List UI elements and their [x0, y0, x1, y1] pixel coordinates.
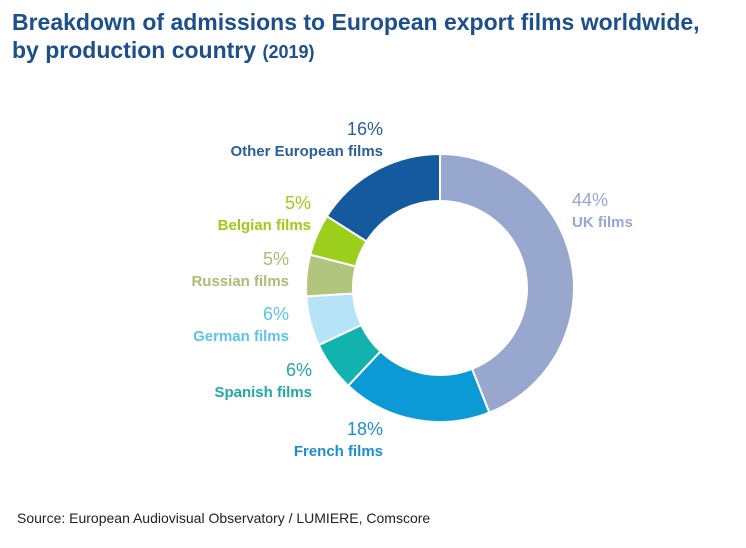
- label-value-french-films: 18%: [347, 419, 383, 439]
- label-name-french-films: French films: [294, 443, 383, 460]
- chart-title: Breakdown of admissions to European expo…: [12, 8, 740, 66]
- label-name-other-european-films: Other European films: [230, 143, 383, 160]
- label-value-uk-films: 44%: [572, 190, 608, 210]
- label-value-spanish-films: 6%: [286, 360, 312, 380]
- label-name-belgian-films: Belgian films: [218, 217, 311, 234]
- label-name-spanish-films: Spanish films: [214, 384, 312, 401]
- label-value-russian-films: 5%: [263, 249, 289, 269]
- label-value-german-films: 6%: [263, 304, 289, 324]
- label-name-russian-films: Russian films: [191, 273, 289, 290]
- chart-title-year: (2019): [262, 42, 315, 62]
- source-note: Source: European Audiovisual Observatory…: [17, 510, 431, 526]
- label-value-other-european-films: 16%: [347, 119, 383, 139]
- slice-uk-films: [439, 152, 575, 414]
- label-value-belgian-films: 5%: [285, 193, 311, 213]
- chart-title-line2: by production country: [12, 37, 257, 63]
- chart-title-line1: Breakdown of admissions to European expo…: [12, 9, 700, 35]
- label-name-german-films: German films: [193, 328, 289, 345]
- slice-other-european-films: [325, 152, 441, 243]
- label-name-uk-films: UK films: [572, 214, 633, 231]
